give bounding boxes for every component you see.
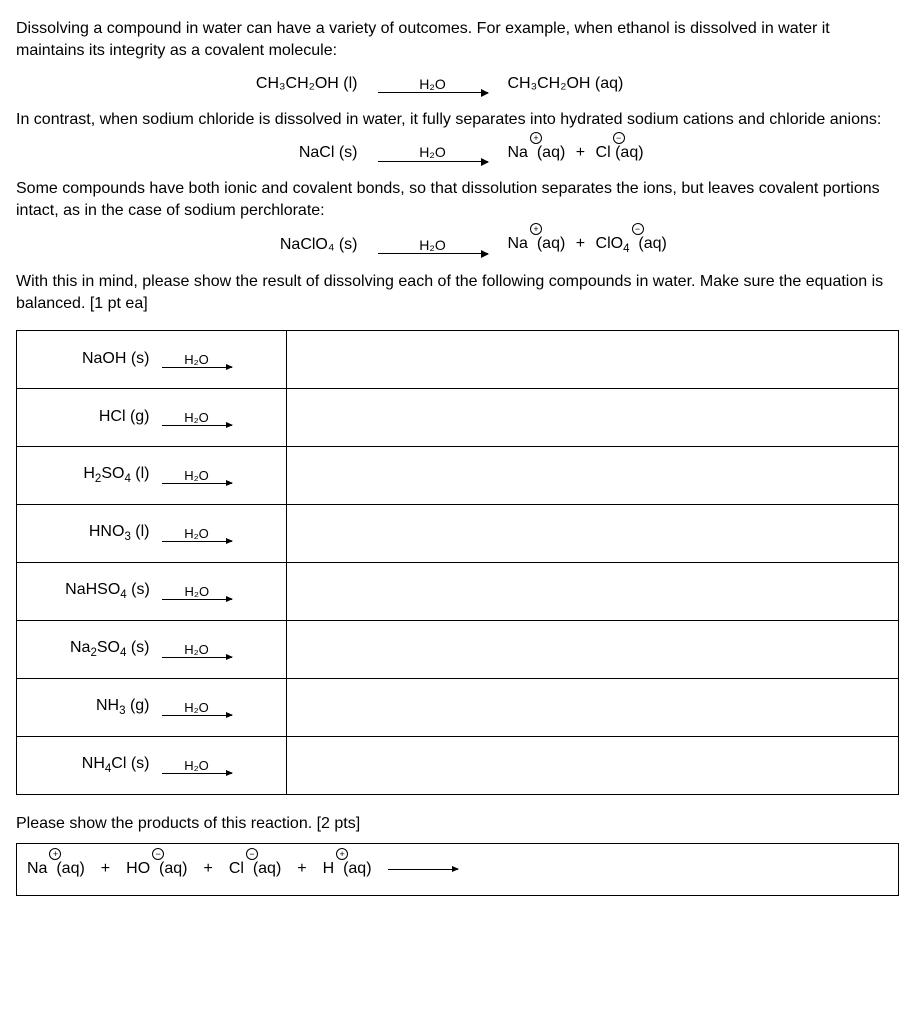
answer-blank-cell[interactable] — [287, 388, 899, 446]
reactant-formula: NH4Cl (s) — [66, 753, 156, 777]
minus-charge-icon: − — [632, 223, 644, 235]
answer-blank-cell[interactable] — [287, 446, 899, 504]
reactant-cell: H2SO4 (l) H₂O — [17, 446, 287, 504]
answer-blank-cell[interactable] — [287, 678, 899, 736]
plus-sign: + — [297, 858, 306, 880]
products-prompt: Please show the products of this reactio… — [16, 813, 899, 835]
reaction-arrow-icon: H₂O — [378, 236, 488, 255]
answer-blank-cell[interactable] — [287, 504, 899, 562]
reaction-arrow-icon: H₂O — [162, 351, 232, 368]
reactant-formula: HNO3 (l) — [66, 521, 156, 545]
answer-blank-cell[interactable] — [287, 562, 899, 620]
eq-lhs: CH₃CH₂OH (l) — [236, 73, 366, 95]
reaction-arrow-icon — [388, 869, 458, 870]
reaction-arrow-icon: H₂O — [378, 143, 488, 162]
products-reaction-box: Na+ (aq)+HO− (aq)+Cl− (aq)+H+ (aq) — [16, 843, 899, 895]
table-row: NaHSO4 (s) H₂O — [17, 562, 899, 620]
table-row: H2SO4 (l) H₂O — [17, 446, 899, 504]
reaction-arrow-icon: H₂O — [162, 699, 232, 716]
reactant-cell: HNO3 (l) H₂O — [17, 504, 287, 562]
reaction-arrow-icon: H₂O — [162, 467, 232, 484]
chloride-anion: Cl− — [596, 142, 611, 164]
table-row: HNO3 (l) H₂O — [17, 504, 899, 562]
plus-sign: + — [576, 144, 585, 161]
reactant-formula: NaHSO4 (s) — [65, 579, 156, 603]
reaction-arrow-icon: H₂O — [162, 583, 232, 600]
dissolution-answer-table: NaOH (s)H₂OHCl (g)H₂OH2SO4 (l)H₂OHNO3 (l… — [16, 330, 899, 795]
eq-lhs: NaCl (s) — [236, 142, 366, 164]
reactant-cell: NH4Cl (s) H₂O — [17, 736, 287, 794]
instruction-paragraph: With this in mind, please show the resul… — [16, 271, 899, 316]
ion-species: H+ (aq) — [323, 858, 372, 880]
sodium-cation: Na+ — [508, 233, 528, 255]
ion-species: HO− (aq) — [126, 858, 187, 880]
answer-blank-cell[interactable] — [287, 736, 899, 794]
reactant-formula: Na2SO4 (s) — [66, 637, 156, 661]
reactant-cell: NaOH (s) H₂O — [17, 330, 287, 388]
reaction-arrow-icon: H₂O — [162, 525, 232, 542]
plus-charge-icon: + — [336, 848, 348, 860]
table-row: NH3 (g) H₂O — [17, 678, 899, 736]
table-row: Na2SO4 (s) H₂O — [17, 620, 899, 678]
reactant-cell: HCl (g) H₂O — [17, 388, 287, 446]
reaction-arrow-icon: H₂O — [162, 757, 232, 774]
reaction-arrow-icon: H₂O — [162, 409, 232, 426]
reactant-formula: NaOH (s) — [66, 348, 156, 370]
answer-blank-cell[interactable] — [287, 330, 899, 388]
reactant-formula: H2SO4 (l) — [66, 463, 156, 487]
perchlorate-anion: ClO4− — [596, 233, 630, 257]
ion-species: Cl− (aq) — [229, 858, 281, 880]
reactant-cell: NaHSO4 (s) H₂O — [17, 562, 287, 620]
reactant-formula: NH3 (g) — [66, 695, 156, 719]
reaction-arrow-icon: H₂O — [162, 641, 232, 658]
example-equation-ethanol: CH₃CH₂OH (l) H₂O CH₃CH₂OH (aq) — [16, 73, 899, 95]
plus-sign: + — [203, 858, 212, 880]
eq-lhs: NaClO₄ (s) — [236, 234, 366, 256]
eq-rhs: Na+ (aq) + Cl− (aq) — [500, 142, 680, 164]
sodium-cation: Na+ — [508, 142, 528, 164]
eq-rhs: CH₃CH₂OH (aq) — [500, 73, 680, 95]
minus-charge-icon: − — [152, 848, 164, 860]
reactant-formula: HCl (g) — [66, 406, 156, 428]
minus-charge-icon: − — [246, 848, 258, 860]
plus-charge-icon: + — [530, 223, 542, 235]
plus-charge-icon: + — [530, 132, 542, 144]
minus-charge-icon: − — [613, 132, 625, 144]
plus-charge-icon: + — [49, 848, 61, 860]
table-row: HCl (g) H₂O — [17, 388, 899, 446]
example-equation-nacl: NaCl (s) H₂O Na+ (aq) + Cl− (aq) — [16, 142, 899, 164]
answer-blank-cell[interactable] — [287, 620, 899, 678]
reactant-cell: Na2SO4 (s) H₂O — [17, 620, 287, 678]
intro-paragraph-2: In contrast, when sodium chloride is dis… — [16, 109, 899, 131]
intro-paragraph-3: Some compounds have both ionic and coval… — [16, 178, 899, 223]
reactant-cell: NH3 (g) H₂O — [17, 678, 287, 736]
table-row: NH4Cl (s) H₂O — [17, 736, 899, 794]
plus-sign: + — [101, 858, 110, 880]
intro-paragraph-1: Dissolving a compound in water can have … — [16, 18, 899, 63]
eq-rhs: Na+ (aq) + ClO4− (aq) — [500, 233, 680, 257]
table-row: NaOH (s) H₂O — [17, 330, 899, 388]
ion-species: Na+ (aq) — [27, 858, 85, 880]
plus-sign: + — [576, 235, 585, 252]
example-equation-naclo4: NaClO₄ (s) H₂O Na+ (aq) + ClO4− (aq) — [16, 233, 899, 257]
reaction-arrow-icon: H₂O — [378, 75, 488, 94]
